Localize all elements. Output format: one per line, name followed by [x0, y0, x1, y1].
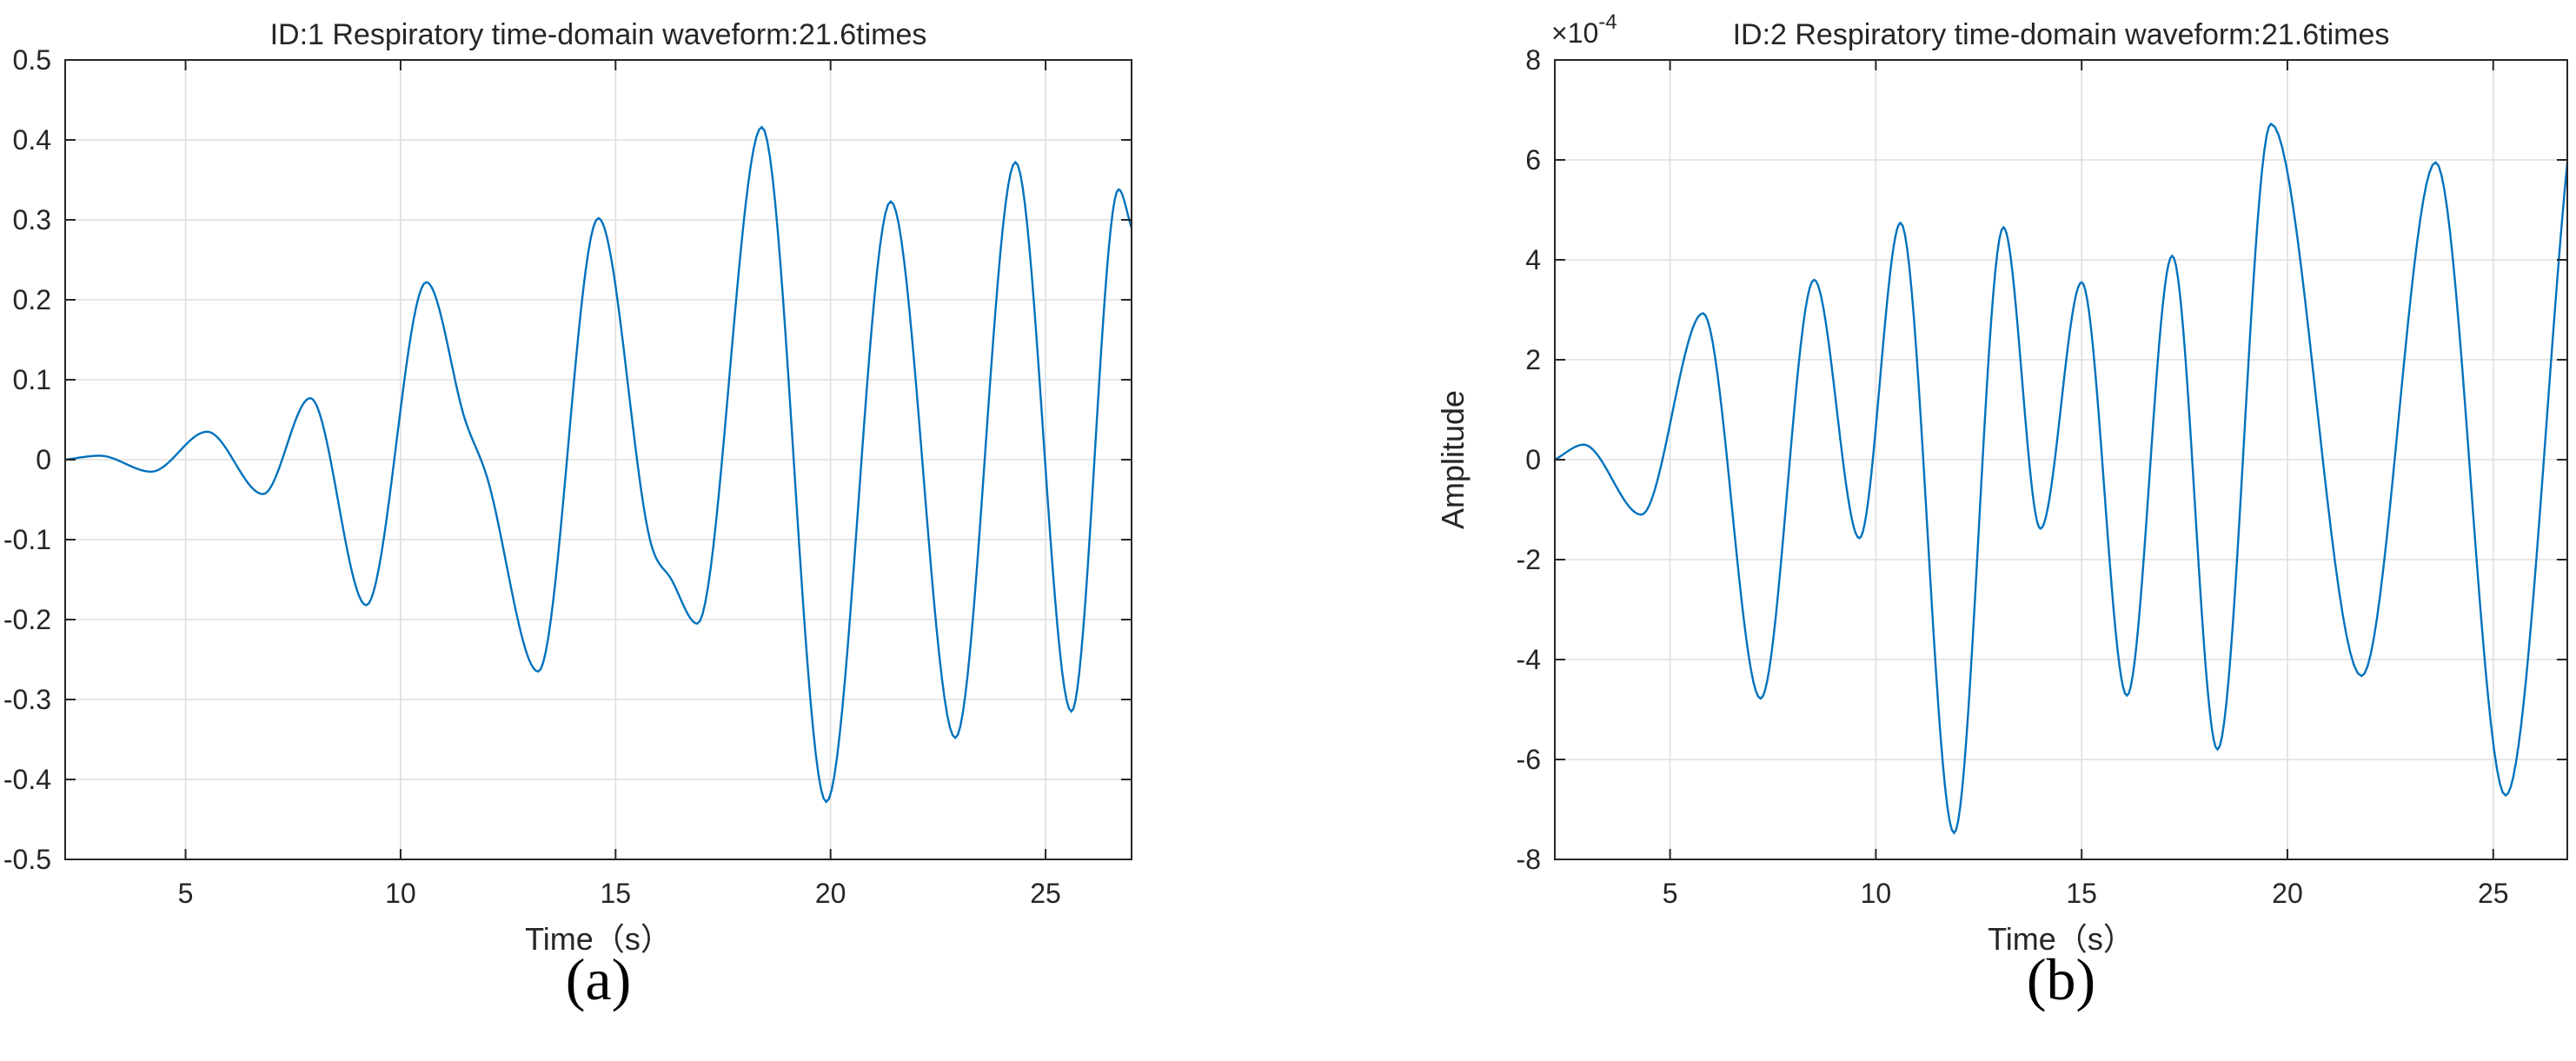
x-tick-label: 15 [2066, 878, 2097, 909]
series-line [1555, 122, 2567, 835]
y-tick-label: 0.2 [13, 284, 51, 315]
x-tick-label: 20 [815, 878, 846, 909]
y-tick-label: -0.2 [3, 604, 51, 635]
x-tick-label: 25 [2478, 878, 2509, 909]
x-tick-label: 25 [1030, 878, 1061, 909]
y-tick-label: -0.1 [3, 524, 51, 555]
y-tick-label: -4 [1517, 644, 1541, 675]
x-tick-label: 5 [178, 878, 194, 909]
y-axis-label: Amplitude [1435, 390, 1471, 529]
x-tick-label: 5 [1663, 878, 1678, 909]
y-tick-label: 8 [1525, 44, 1541, 76]
y-exponent-power: -4 [1598, 10, 1617, 34]
panel-label: (b) [2027, 946, 2095, 1012]
x-tick-label: 15 [600, 878, 631, 909]
y-tick-label: -2 [1517, 544, 1541, 575]
y-tick-label: 0 [36, 444, 51, 475]
y-tick-label: 4 [1525, 244, 1541, 275]
y-tick-label: -8 [1517, 844, 1541, 875]
y-tick-label: 2 [1525, 344, 1541, 375]
panel-label: (a) [566, 946, 631, 1012]
y-tick-label: -0.4 [3, 764, 51, 795]
y-tick-label: 6 [1525, 144, 1541, 176]
chart-title: ID:2 Respiratory time-domain waveform:21… [1733, 18, 2390, 51]
series-line [65, 125, 1132, 804]
y-tick-label: 0.5 [13, 44, 51, 76]
x-tick-label: 10 [385, 878, 416, 909]
chart-panel-b: 5 10 15 20 25 -8 -6 -4 -2 0 2 4 6 8 ×10-4 ID:2 Respirat… [1435, 10, 2568, 1012]
x-axis-label: Time（s） [525, 921, 672, 957]
y-tick-label: -0.5 [3, 844, 51, 875]
x-axis-label: Time（s） [1988, 921, 2134, 957]
x-tick-label: 20 [2272, 878, 2303, 909]
y-tick-label: -0.3 [3, 684, 51, 715]
y-tick-label: 0.4 [13, 124, 51, 156]
y-tick-label: 0.1 [13, 364, 51, 395]
y-exponent-label: ×10-4 [1551, 10, 1617, 49]
y-tick-label: 0.3 [13, 204, 51, 235]
chart-title: ID:1 Respiratory time-domain waveform:21… [270, 18, 927, 51]
y-tick-label: -6 [1517, 744, 1541, 775]
y-tick-label: 0 [1525, 444, 1541, 475]
chart-panel-a: 5 10 15 20 25 -0.5 -0.4 -0.3 -0.2 -0.1 0 0.1 0.2 0.3 0… [3, 18, 1132, 1012]
x-tick-label: 10 [1861, 878, 1892, 909]
